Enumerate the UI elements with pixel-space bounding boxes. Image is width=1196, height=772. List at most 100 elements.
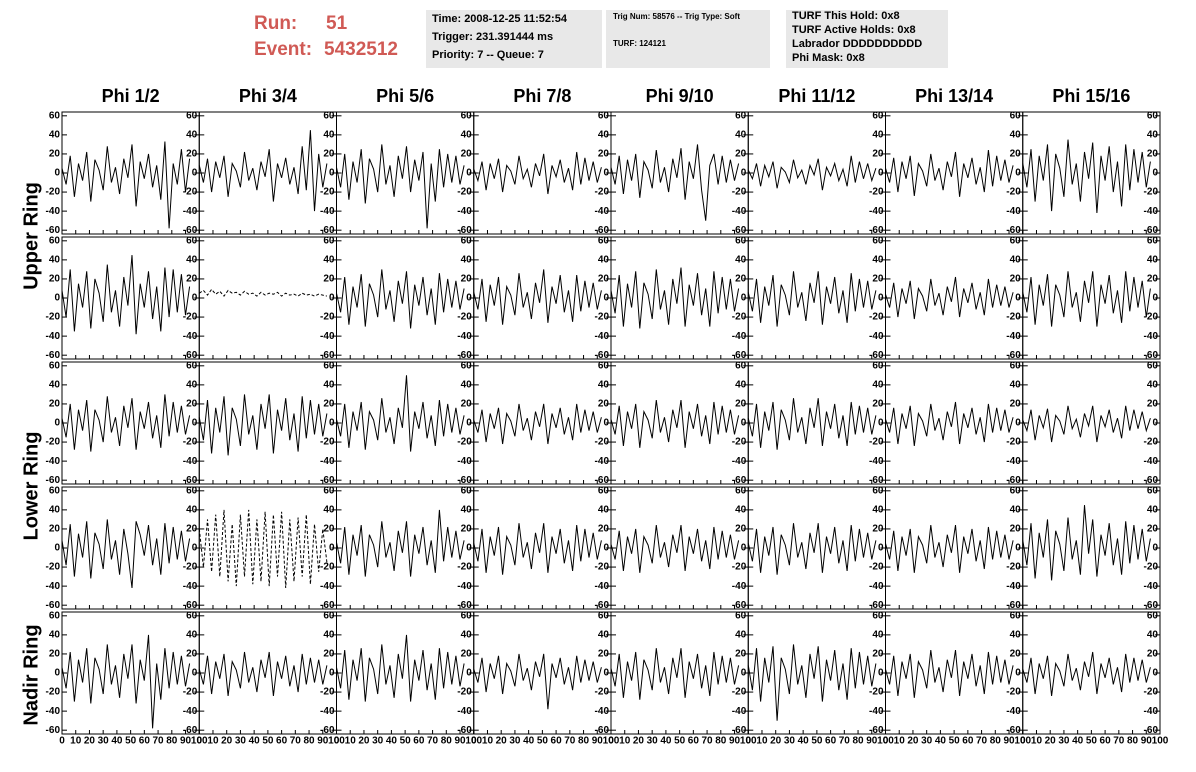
y-tick-label: -20: [732, 437, 747, 448]
y-tick-label: -40: [320, 581, 335, 592]
y-tick-label: -60: [869, 725, 884, 736]
y-tick-label: -60: [1144, 225, 1159, 236]
y-tick-label: -60: [183, 725, 198, 736]
x-tick-label: 100: [740, 736, 757, 747]
y-tick-label: -40: [46, 331, 61, 342]
x-tick-label: 10: [70, 736, 82, 747]
x-tick-label: 80: [303, 736, 315, 747]
y-tick-label: -20: [457, 187, 472, 198]
y-tick-label: -60: [457, 725, 472, 736]
x-tick-label: 20: [358, 736, 370, 747]
y-tick-label: -60: [869, 600, 884, 611]
x-tick-label: 0: [471, 736, 477, 747]
y-tick-label: 60: [186, 360, 198, 371]
x-tick-label: 100: [877, 736, 894, 747]
y-tick-label: -40: [46, 581, 61, 592]
y-tick-label: 0: [192, 168, 198, 179]
x-tick-label: 40: [935, 736, 947, 747]
x-tick-label: 30: [647, 736, 659, 747]
y-tick-label: 60: [735, 485, 747, 496]
y-tick-label: -20: [183, 437, 198, 448]
y-tick-label: -40: [1006, 206, 1021, 217]
y-tick-label: -20: [869, 687, 884, 698]
waveform: [61, 519, 191, 589]
y-tick-label: 40: [1147, 630, 1159, 641]
y-tick-label: 0: [54, 293, 60, 304]
y-tick-label: -40: [457, 706, 472, 717]
y-tick-label: 20: [1147, 149, 1159, 160]
y-tick-label: 0: [1015, 543, 1021, 554]
x-tick-label: 80: [852, 736, 864, 747]
y-tick-label: -40: [457, 581, 472, 592]
y-tick-label: 20: [323, 149, 335, 160]
y-tick-label: 20: [598, 149, 610, 160]
waveform: [885, 650, 1014, 698]
y-tick-label: 0: [329, 418, 335, 429]
y-tick-label: -20: [320, 562, 335, 573]
y-tick-label: -40: [1006, 331, 1021, 342]
y-tick-label: 40: [186, 380, 198, 391]
y-tick-label: 40: [735, 380, 747, 391]
y-tick-label: -20: [457, 312, 472, 323]
x-tick-label: 0: [1020, 736, 1026, 747]
y-tick-label: 40: [49, 505, 61, 516]
y-tick-label: 20: [323, 649, 335, 660]
y-tick-label: 40: [1147, 130, 1159, 141]
waveform: [198, 130, 328, 212]
y-tick-label: 60: [1147, 235, 1159, 246]
y-tick-label: 20: [872, 149, 884, 160]
y-tick-label: 40: [598, 380, 610, 391]
y-tick-label: -60: [183, 350, 198, 361]
y-tick-label: 0: [603, 168, 609, 179]
y-tick-label: 40: [735, 505, 747, 516]
x-tick-label: 90: [729, 736, 741, 747]
x-tick-label: 60: [551, 736, 563, 747]
y-tick-label: -60: [183, 225, 198, 236]
x-tick-label: 90: [317, 736, 329, 747]
y-tick-label: -20: [595, 312, 610, 323]
x-tick-label: 20: [770, 736, 782, 747]
y-tick-label: -20: [183, 312, 198, 323]
y-tick-label: -60: [732, 225, 747, 236]
waveform: [336, 509, 465, 577]
y-tick-label: -60: [320, 225, 335, 236]
y-tick-label: -60: [1006, 600, 1021, 611]
x-tick-label: 80: [441, 736, 453, 747]
y-tick-label: -40: [46, 706, 61, 717]
run-number: 51: [326, 13, 348, 34]
y-tick-label: -40: [595, 331, 610, 342]
y-tick-label: 40: [872, 130, 884, 141]
x-tick-label: 90: [592, 736, 604, 747]
y-tick-label: -20: [595, 562, 610, 573]
x-tick-label: 90: [180, 736, 192, 747]
y-tick-label: 40: [461, 255, 473, 266]
y-tick-label: 20: [1010, 149, 1022, 160]
waveform: [473, 653, 602, 710]
waveform: [1022, 405, 1151, 443]
y-tick-label: 0: [878, 418, 884, 429]
y-tick-label: 40: [598, 255, 610, 266]
info-text: Priority: 7 -- Queue: 7: [432, 49, 544, 61]
y-tick-label: 60: [598, 110, 610, 121]
info-box: [426, 10, 602, 68]
y-tick-label: 20: [49, 399, 61, 410]
y-tick-label: -60: [1144, 350, 1159, 361]
y-tick-label: -40: [183, 456, 198, 467]
y-tick-label: 40: [598, 505, 610, 516]
x-tick-label: 50: [262, 736, 274, 747]
y-tick-label: 60: [1010, 110, 1022, 121]
y-tick-label: -40: [732, 331, 747, 342]
y-tick-label: -60: [183, 600, 198, 611]
y-tick-label: 60: [735, 360, 747, 371]
x-tick-label: 20: [633, 736, 645, 747]
y-tick-label: 60: [598, 360, 610, 371]
y-tick-label: 20: [186, 274, 198, 285]
y-tick-label: 60: [872, 485, 884, 496]
event-label: Event:: [254, 39, 312, 60]
y-tick-label: 40: [323, 380, 335, 391]
x-tick-label: 10: [894, 736, 906, 747]
x-tick-label: 0: [334, 736, 340, 747]
y-tick-label: 20: [1147, 649, 1159, 660]
y-tick-label: -40: [1144, 456, 1159, 467]
y-tick-label: -20: [1144, 687, 1159, 698]
